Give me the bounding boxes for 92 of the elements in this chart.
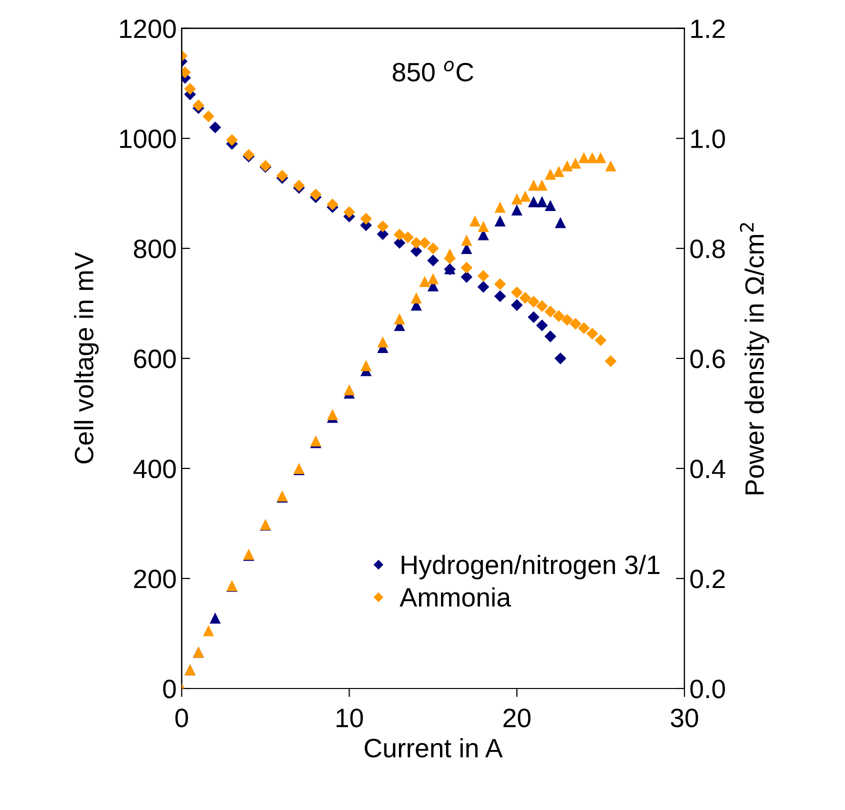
point xyxy=(536,300,548,312)
y-axis-title: Cell voltage in mV xyxy=(74,252,99,464)
annotation: 850 $^{o}$C xyxy=(392,60,474,82)
point xyxy=(460,262,472,274)
point xyxy=(604,355,617,368)
point xyxy=(536,196,548,208)
y2-tick-label: 0.0 xyxy=(690,680,725,698)
y2-tick-label: 0.6 xyxy=(690,350,725,368)
point xyxy=(402,232,414,244)
point xyxy=(326,408,338,420)
y2-tick-label: 0.4 xyxy=(690,460,726,478)
point xyxy=(511,193,522,204)
point xyxy=(360,360,372,372)
point xyxy=(544,168,556,180)
point xyxy=(510,286,523,298)
x-tick-label: 0 xyxy=(175,708,188,728)
point xyxy=(394,228,406,241)
point xyxy=(444,248,456,260)
y-tick-label: 0 xyxy=(163,680,176,698)
point xyxy=(377,336,388,348)
point xyxy=(520,190,531,202)
point xyxy=(552,310,565,322)
point xyxy=(595,152,606,164)
point xyxy=(427,242,439,254)
point xyxy=(310,188,322,200)
y-tick-label: 400 xyxy=(133,460,176,478)
point xyxy=(360,212,372,225)
point xyxy=(469,215,481,226)
point xyxy=(510,299,523,311)
point xyxy=(494,290,506,302)
y2-tick-label: 1.0 xyxy=(691,130,725,148)
point xyxy=(536,320,548,332)
point xyxy=(570,158,582,169)
point xyxy=(553,166,564,177)
point xyxy=(478,220,489,232)
point xyxy=(544,200,556,212)
point xyxy=(544,306,556,318)
point xyxy=(494,215,506,226)
point xyxy=(410,292,422,304)
x-axis-title: Current in A xyxy=(364,738,503,758)
y2-axis-title: Power density in Ω/cm$^{2}$ xyxy=(740,223,770,494)
point xyxy=(554,352,566,364)
point xyxy=(570,318,582,330)
point xyxy=(544,330,556,342)
point xyxy=(586,328,598,340)
x-tick-label: 30 xyxy=(670,708,698,728)
point xyxy=(562,160,573,172)
point xyxy=(528,296,540,308)
point xyxy=(428,273,439,284)
point xyxy=(419,276,430,287)
point xyxy=(202,625,214,636)
point xyxy=(578,322,590,334)
point xyxy=(376,220,389,232)
point xyxy=(561,314,574,326)
point xyxy=(209,121,222,134)
x-tick-label: 10 xyxy=(336,708,363,728)
point xyxy=(427,254,439,266)
point xyxy=(343,206,356,218)
point xyxy=(461,234,472,246)
point xyxy=(586,152,598,164)
x-tick-label: 20 xyxy=(504,708,531,728)
point xyxy=(528,311,540,324)
point xyxy=(202,110,214,122)
point xyxy=(226,134,238,146)
legend-label: Hydrogen/nitrogen 3/1 xyxy=(402,554,660,580)
point xyxy=(192,99,204,112)
point xyxy=(536,180,548,191)
point xyxy=(276,170,288,182)
y2-tick-label: 0.2 xyxy=(690,570,725,588)
point xyxy=(210,612,221,624)
point xyxy=(326,198,338,210)
y-tick-label: 800 xyxy=(134,240,176,258)
point xyxy=(594,334,607,346)
y-tick-label: 600 xyxy=(134,350,176,368)
legend-label: Ammonia xyxy=(400,587,512,607)
point xyxy=(494,202,506,213)
y2-tick-label: 0.8 xyxy=(690,240,725,258)
point xyxy=(394,313,406,324)
y-tick-label: 1200 xyxy=(120,19,176,38)
point xyxy=(554,216,566,228)
point xyxy=(460,271,472,283)
y-tick-label: 1000 xyxy=(120,130,176,148)
point xyxy=(184,82,196,95)
point xyxy=(344,384,355,396)
point xyxy=(511,204,522,216)
point xyxy=(605,160,616,172)
point xyxy=(519,292,532,304)
y2-tick-label: 1.2 xyxy=(691,19,725,38)
point xyxy=(494,278,506,290)
y-tick-label: 200 xyxy=(134,570,176,588)
point xyxy=(477,281,490,293)
point xyxy=(477,270,490,282)
